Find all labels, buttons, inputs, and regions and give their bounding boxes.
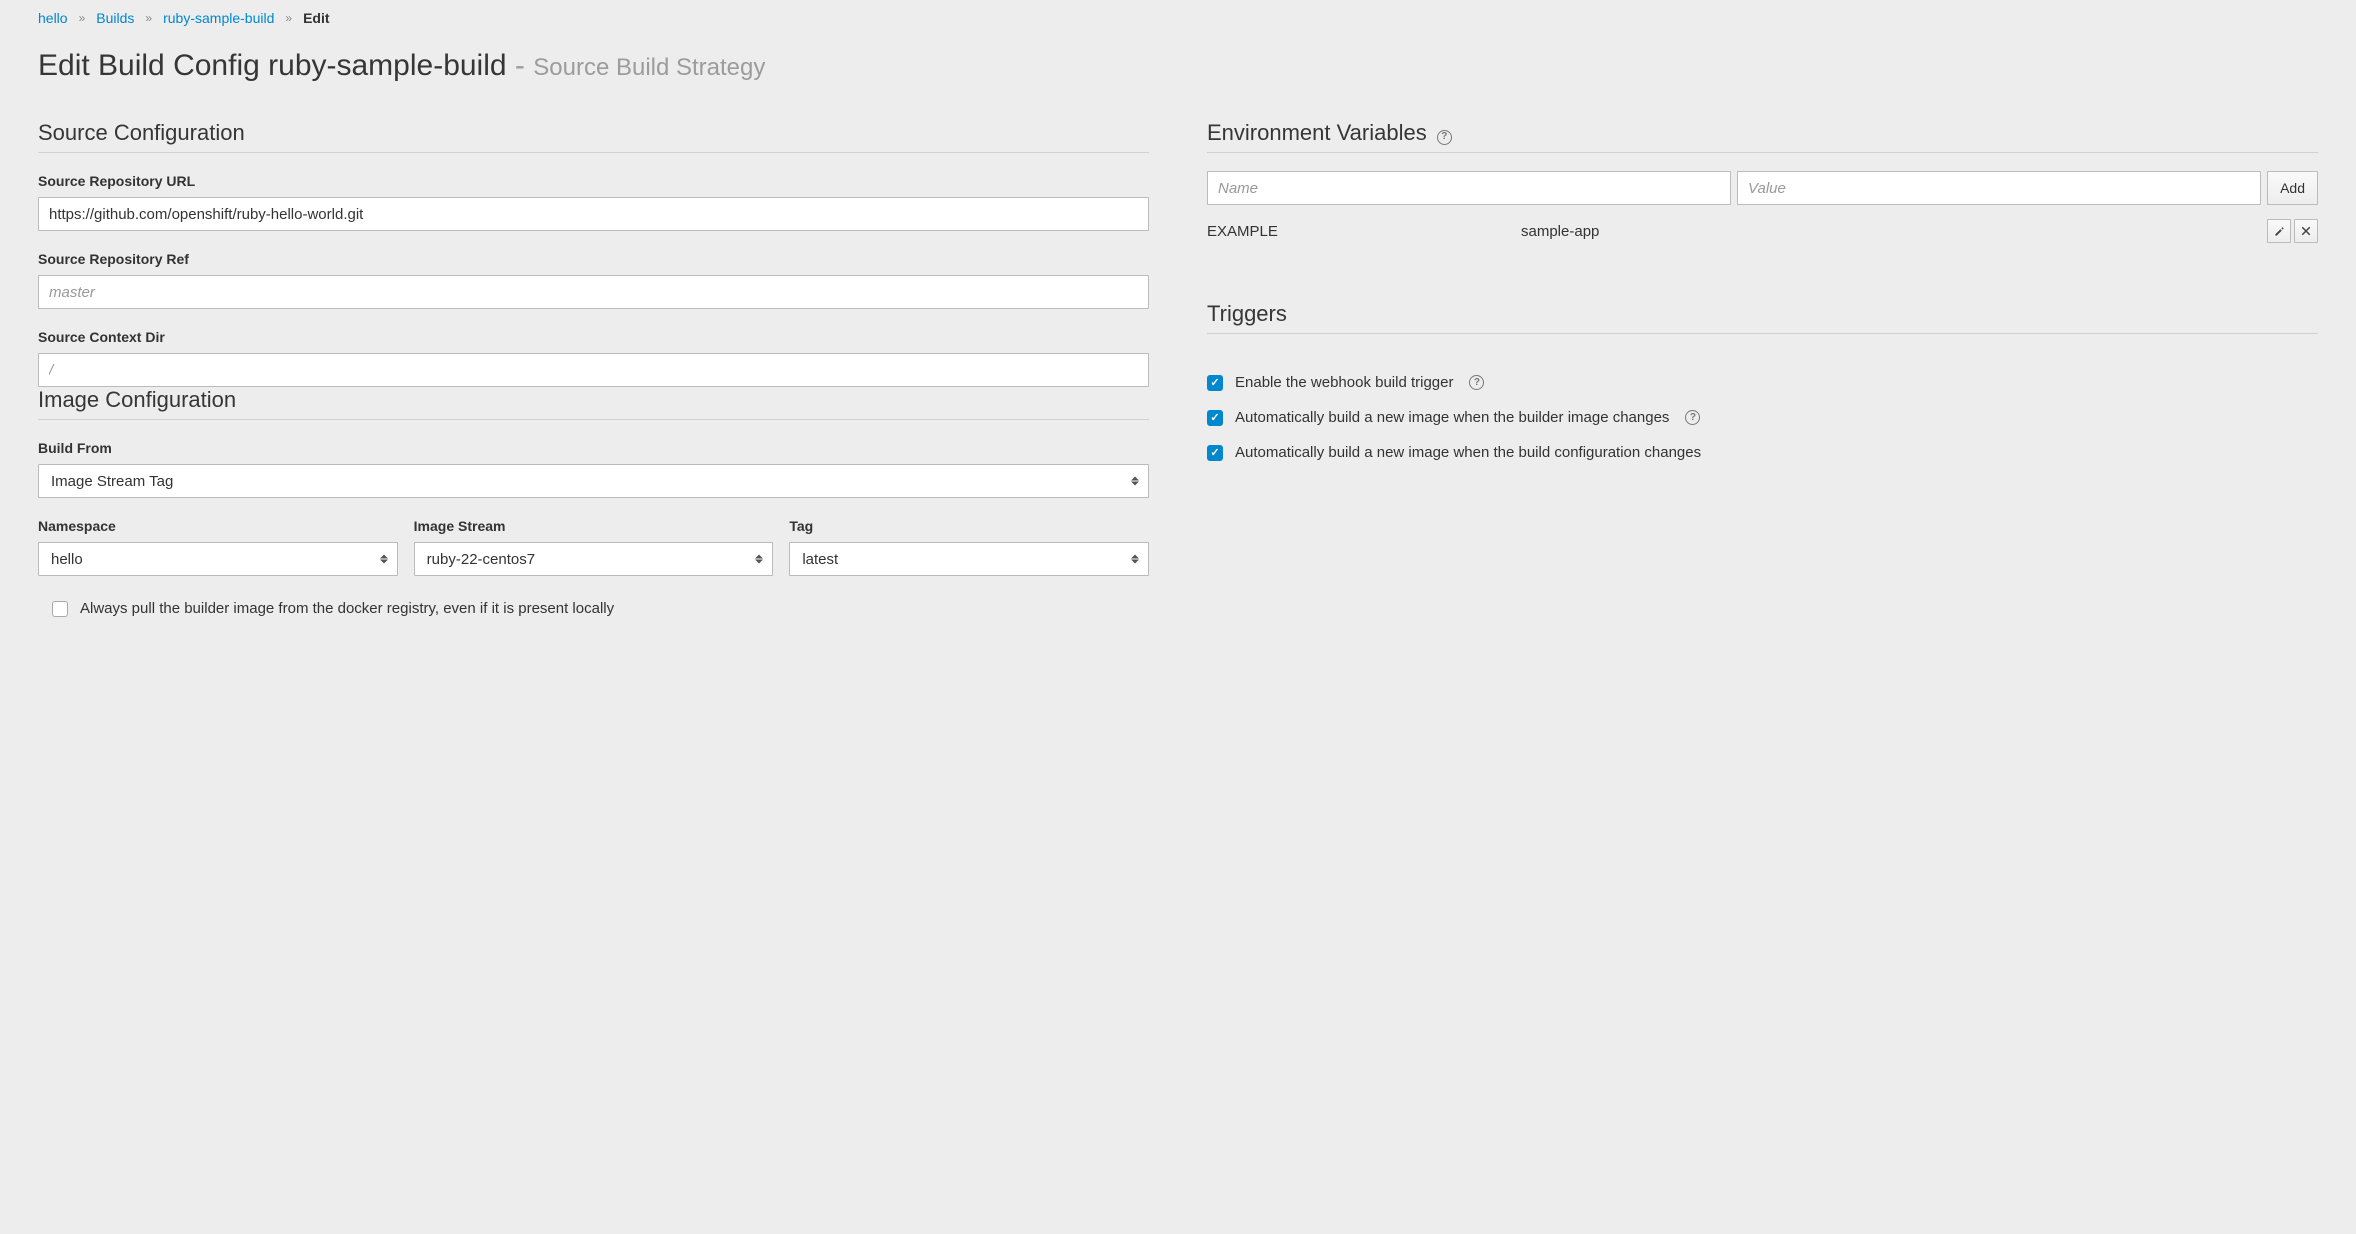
source-repo-url-input[interactable]: [38, 197, 1149, 231]
env-section-heading: Environment Variables ?: [1207, 120, 2318, 153]
env-add-button[interactable]: Add: [2267, 171, 2318, 205]
breadcrumb-sep-icon: »: [79, 11, 86, 25]
breadcrumb-link-buildconfig[interactable]: ruby-sample-build: [163, 10, 274, 26]
breadcrumb-link-project[interactable]: hello: [38, 10, 68, 26]
source-section-heading: Source Configuration: [38, 120, 1149, 153]
image-stream-value: ruby-22-centos7: [427, 551, 535, 568]
trigger-webhook-label: Enable the webhook build trigger: [1235, 374, 1453, 391]
title-name: ruby-sample-build: [268, 49, 506, 82]
help-icon[interactable]: ?: [1685, 410, 1700, 425]
build-from-label: Build From: [38, 440, 1149, 456]
build-from-select[interactable]: Image Stream Tag: [38, 464, 1149, 498]
trigger-row: ✓ Enable the webhook build trigger ?: [1207, 374, 2318, 391]
source-repo-ref-label: Source Repository Ref: [38, 251, 1149, 267]
namespace-value: hello: [51, 551, 83, 568]
source-context-dir-input[interactable]: [38, 353, 1149, 387]
env-value-input[interactable]: [1737, 171, 2261, 205]
trigger-configchange-label: Automatically build a new image when the…: [1235, 444, 1701, 461]
always-pull-label: Always pull the builder image from the d…: [80, 600, 614, 617]
env-row-value: sample-app: [1521, 223, 2264, 240]
close-icon: [2301, 226, 2311, 236]
breadcrumb: hello » Builds » ruby-sample-build » Edi…: [38, 10, 2318, 26]
env-row-name: EXAMPLE: [1207, 223, 1521, 240]
env-edit-button[interactable]: [2267, 219, 2291, 243]
triggers-section-heading: Triggers: [1207, 301, 2318, 334]
title-prefix: Edit Build Config: [38, 49, 260, 82]
image-stream-label: Image Stream: [414, 518, 774, 534]
tag-label: Tag: [789, 518, 1149, 534]
trigger-imagechange-label: Automatically build a new image when the…: [1235, 409, 1669, 426]
breadcrumb-sep-icon: »: [145, 11, 152, 25]
trigger-configchange-checkbox[interactable]: ✓: [1207, 445, 1223, 461]
help-icon[interactable]: ?: [1437, 130, 1452, 145]
trigger-row: ✓ Automatically build a new image when t…: [1207, 409, 2318, 426]
breadcrumb-link-builds[interactable]: Builds: [96, 10, 134, 26]
source-repo-ref-input[interactable]: [38, 275, 1149, 309]
page-title: Edit Build Config ruby-sample-build - So…: [38, 48, 2318, 84]
always-pull-checkbox-row[interactable]: Always pull the builder image from the d…: [52, 600, 1149, 617]
image-stream-select[interactable]: ruby-22-centos7: [414, 542, 774, 576]
title-strategy: Source Build Strategy: [533, 54, 765, 81]
tag-value: latest: [802, 551, 838, 568]
always-pull-checkbox[interactable]: [52, 601, 68, 617]
env-row: EXAMPLE sample-app: [1207, 219, 2318, 243]
env-name-input[interactable]: [1207, 171, 1731, 205]
trigger-row: ✓ Automatically build a new image when t…: [1207, 444, 2318, 461]
image-section-heading: Image Configuration: [38, 387, 1149, 420]
source-context-dir-label: Source Context Dir: [38, 329, 1149, 345]
pencil-icon: [2274, 226, 2285, 237]
breadcrumb-current: Edit: [303, 10, 329, 26]
env-delete-button[interactable]: [2294, 219, 2318, 243]
help-icon[interactable]: ?: [1469, 375, 1484, 390]
namespace-select[interactable]: hello: [38, 542, 398, 576]
trigger-webhook-checkbox[interactable]: ✓: [1207, 375, 1223, 391]
tag-select[interactable]: latest: [789, 542, 1149, 576]
title-dash: -: [515, 49, 533, 82]
namespace-label: Namespace: [38, 518, 398, 534]
source-repo-url-label: Source Repository URL: [38, 173, 1149, 189]
env-section-label: Environment Variables: [1207, 120, 1427, 145]
trigger-imagechange-checkbox[interactable]: ✓: [1207, 410, 1223, 426]
breadcrumb-sep-icon: »: [285, 11, 292, 25]
build-from-value: Image Stream Tag: [51, 473, 173, 490]
